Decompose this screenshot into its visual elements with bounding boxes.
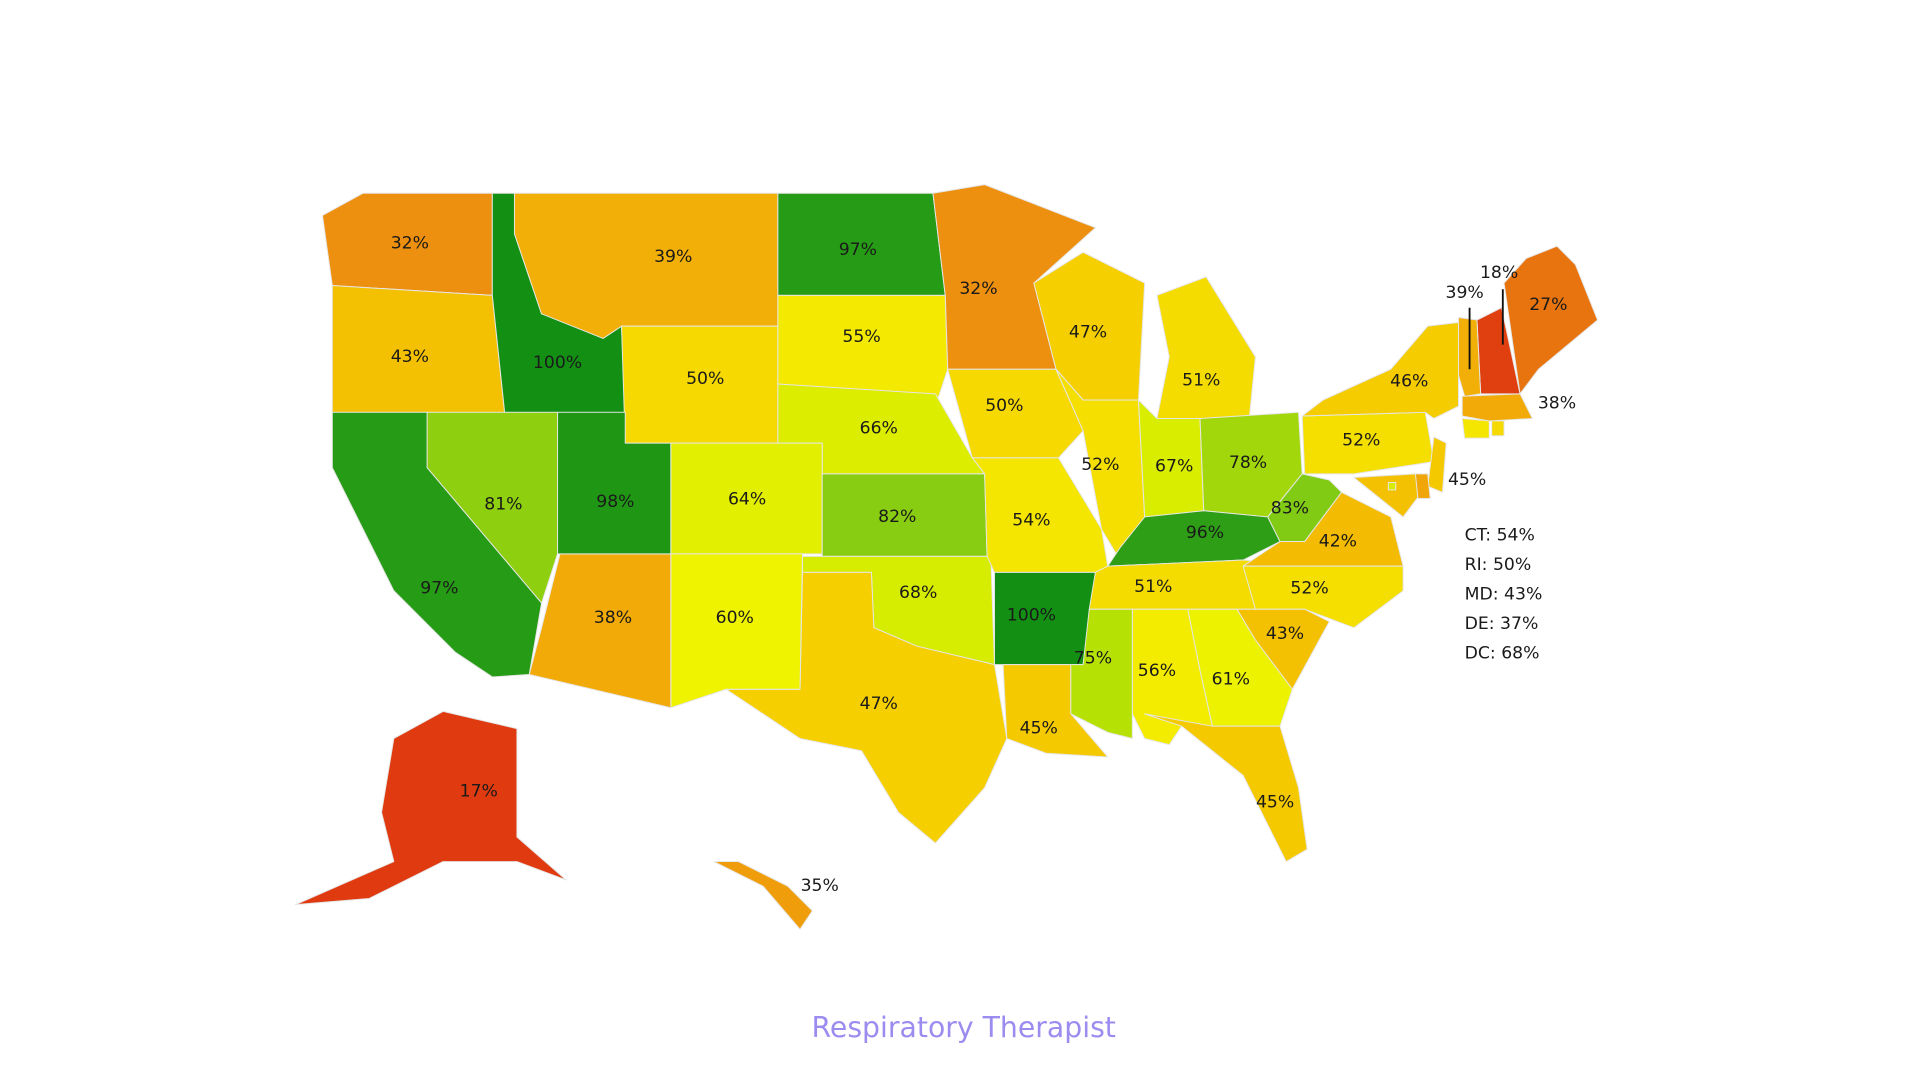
state-label: 97%	[839, 240, 877, 260]
state-label: 27%	[1529, 295, 1567, 315]
state-label: 51%	[1134, 577, 1172, 597]
state-shape	[1301, 321, 1459, 419]
state-shape	[513, 192, 779, 339]
state-label: 66%	[860, 418, 898, 438]
state-label: 47%	[1069, 322, 1107, 342]
state-label: 61%	[1212, 669, 1250, 689]
state-shape	[713, 861, 813, 930]
state-label: 35%	[801, 876, 839, 896]
state-label: 42%	[1319, 532, 1357, 552]
side-list-label: CT: 54%	[1465, 525, 1535, 545]
state-shape	[1070, 608, 1133, 739]
state-shape	[1107, 510, 1281, 567]
state-shape	[1353, 473, 1423, 518]
state-label: 54%	[1012, 511, 1050, 531]
state-shape	[1414, 473, 1431, 499]
state-label: 45%	[1256, 792, 1294, 812]
state-label: 45%	[1448, 470, 1486, 490]
state-label: 39%	[1446, 283, 1484, 303]
state-label: 98%	[596, 492, 634, 512]
side-list-label: DC: 68%	[1465, 644, 1540, 664]
state-label: 32%	[959, 279, 997, 299]
state-shape	[1387, 481, 1397, 491]
state-label: 46%	[1390, 372, 1428, 392]
state-label: 68%	[899, 583, 937, 603]
state-label: 43%	[391, 347, 429, 367]
state-shape	[670, 553, 803, 709]
state-label: 47%	[860, 694, 898, 714]
state-label: 81%	[484, 495, 522, 515]
side-list-label: RI: 50%	[1465, 555, 1532, 575]
state-label: 97%	[420, 578, 458, 598]
state-shape	[1144, 713, 1308, 863]
map-layer: 32% 43% 100% 39% 50% 97% 55% 66% 64% 82% 68% 47% 60%…	[294, 184, 1599, 1044]
state-label: 96%	[1186, 523, 1224, 543]
state-label: 83%	[1271, 498, 1309, 518]
state-label: 67%	[1155, 456, 1193, 476]
state-shape	[294, 710, 567, 906]
state-shape	[1491, 420, 1505, 437]
state-label: 45%	[1020, 719, 1058, 739]
map-title: Respiratory Therapist	[812, 1011, 1116, 1044]
state-label: 100%	[533, 353, 582, 373]
state-label: 52%	[1081, 455, 1119, 475]
state-label: 56%	[1138, 661, 1176, 681]
state-shape	[725, 571, 1008, 844]
state-shape	[1503, 245, 1599, 395]
state-label: 64%	[728, 490, 766, 510]
state-label: 100%	[1007, 605, 1056, 625]
state-label: 18%	[1480, 263, 1518, 283]
side-list-label: DE: 37%	[1465, 614, 1539, 634]
state-shape	[1461, 417, 1490, 439]
state-label: 50%	[985, 396, 1023, 416]
state-label: 32%	[391, 234, 429, 254]
state-label: 38%	[594, 608, 632, 628]
state-shape	[947, 368, 1084, 459]
side-list-label: MD: 43%	[1465, 584, 1543, 604]
state-shape	[1461, 393, 1533, 422]
state-label: 52%	[1290, 578, 1328, 598]
state-label: 38%	[1538, 394, 1576, 414]
state-shape	[777, 294, 949, 407]
state-label: 51%	[1182, 370, 1220, 390]
state-label: 82%	[878, 507, 916, 527]
state-shape	[1156, 276, 1256, 419]
state-shape	[331, 411, 543, 678]
state-label: 75%	[1074, 648, 1112, 668]
state-label: 78%	[1229, 453, 1267, 473]
state-label: 52%	[1342, 431, 1380, 451]
state-label: 17%	[460, 781, 498, 801]
state-label: 60%	[716, 608, 754, 628]
state-label: 55%	[842, 327, 880, 347]
state-label: 39%	[654, 247, 692, 267]
state-shape	[1427, 436, 1447, 493]
state-label: 43%	[1266, 624, 1304, 644]
state-label: 50%	[686, 369, 724, 389]
